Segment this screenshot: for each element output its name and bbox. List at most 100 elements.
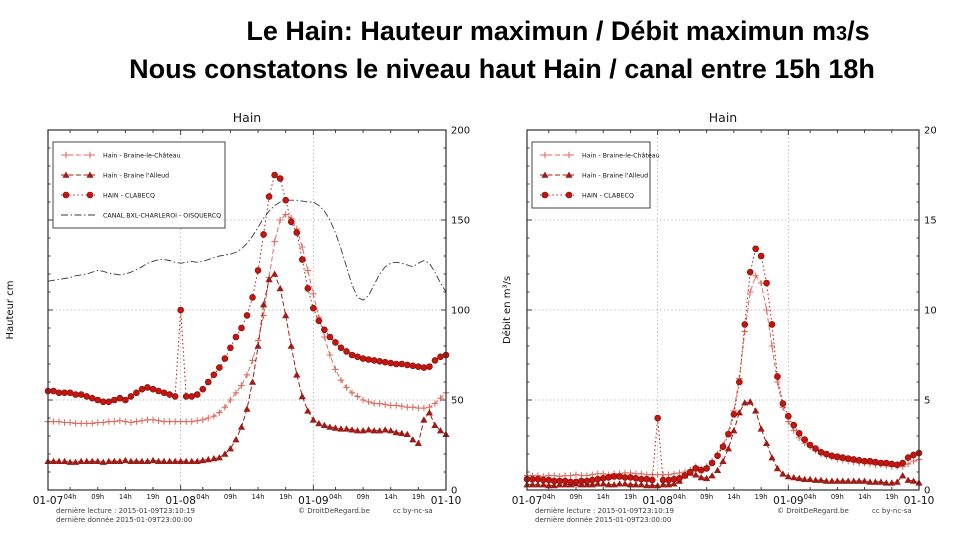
circle-marker <box>260 231 267 238</box>
plus-marker <box>105 418 113 425</box>
triangle-marker <box>909 477 918 484</box>
triangle-marker <box>215 454 223 461</box>
plus-marker <box>276 216 284 224</box>
triangle-marker <box>565 171 573 178</box>
circle-marker <box>578 477 585 485</box>
plus-marker <box>171 418 179 425</box>
triangle-marker <box>188 457 196 464</box>
triangle-marker <box>866 478 874 485</box>
circle-marker <box>779 400 787 407</box>
triangle-marker <box>370 427 378 434</box>
plus-marker <box>260 312 267 319</box>
legend-entry-braine-l-alleud: Hain - Braine l'Alleud <box>61 171 169 180</box>
triangle-marker <box>105 457 113 464</box>
triangle-marker <box>398 429 406 437</box>
circle-marker <box>404 361 411 369</box>
circle-marker <box>872 458 879 466</box>
circle-marker <box>348 351 356 359</box>
circle-marker <box>426 363 433 371</box>
triangle-marker <box>822 477 831 484</box>
legend-label: HAIN - CLABECQ <box>582 193 634 200</box>
circle-marker <box>271 171 278 179</box>
circle-marker <box>310 304 317 312</box>
triangle-marker <box>621 480 629 487</box>
circle-marker <box>861 457 868 465</box>
x-tick-label-hour: 09h <box>357 493 370 501</box>
circle-marker <box>877 459 885 467</box>
triangle-marker <box>94 457 102 464</box>
triangle-marker <box>888 479 896 486</box>
triangle-marker <box>779 470 787 477</box>
triangle-marker <box>730 427 738 434</box>
circle-marker <box>243 312 251 319</box>
circle-marker <box>77 391 85 398</box>
x-tick-label-hour: 19h <box>885 493 898 501</box>
triangle-marker <box>326 423 334 430</box>
x-tick-label-day: 01-08 <box>642 495 673 507</box>
plus-marker <box>741 328 748 335</box>
plus-marker <box>437 395 444 402</box>
x-tick-label-hour: 04h <box>542 493 555 501</box>
triangle-marker <box>899 472 907 479</box>
footer-copyright: © DroitDeRegard.be <box>777 507 849 515</box>
circle-marker <box>232 333 240 341</box>
circle-marker <box>359 355 367 362</box>
series-canal <box>47 199 447 301</box>
circle-marker <box>50 387 57 395</box>
circle-marker <box>692 465 700 472</box>
circle-marker <box>321 326 328 334</box>
triangle-marker <box>610 481 618 488</box>
triangle-marker <box>143 457 152 464</box>
triangle-marker <box>387 427 395 434</box>
triangle-marker <box>877 478 885 485</box>
plus-marker <box>149 416 157 423</box>
circle-marker <box>529 475 536 483</box>
triangle-marker <box>659 481 667 488</box>
triangle-marker <box>77 457 85 464</box>
plus-marker <box>55 418 63 425</box>
triangle-marker <box>132 457 141 464</box>
circle-marker <box>86 191 94 199</box>
triangle-marker <box>664 481 673 488</box>
triangle-marker <box>127 457 135 464</box>
footer-last-reading: dernière lecture : 2015-01-09T23:10:19 <box>56 507 195 515</box>
triangle-marker <box>850 477 858 484</box>
plus-marker <box>62 151 70 159</box>
triangle-marker <box>293 371 301 378</box>
triangle-marker <box>210 455 218 462</box>
triangle-marker <box>719 457 727 464</box>
circle-marker <box>670 475 678 483</box>
plus-marker <box>763 306 770 314</box>
y-tick-label: 5 <box>924 396 930 407</box>
circle-marker <box>834 453 841 461</box>
plus-marker <box>381 401 389 408</box>
legend-box <box>52 141 226 229</box>
triangle-marker <box>138 457 146 464</box>
triangle-marker <box>615 480 624 487</box>
plus-marker <box>757 279 765 287</box>
series-clabecq <box>523 245 923 486</box>
triangle-marker <box>855 477 863 484</box>
triangle-marker <box>121 456 129 464</box>
circle-marker <box>785 412 792 420</box>
plus-marker <box>116 417 124 424</box>
plus-marker <box>370 400 378 407</box>
legend-label: HAIN - CLABECQ <box>103 193 155 200</box>
circle-marker <box>659 476 667 484</box>
circle-marker <box>839 454 847 461</box>
headline-line1: Le Hain: Hauteur maximun / Débit maximun… <box>78 14 960 52</box>
circle-marker <box>61 389 68 397</box>
circle-marker <box>589 476 596 484</box>
plus-marker <box>572 471 580 478</box>
y-tick-label: 0 <box>451 486 457 497</box>
series-line-braine-le-chateau <box>48 213 447 424</box>
y-tick-label: 200 <box>451 126 470 137</box>
circle-marker <box>415 363 422 371</box>
triangle-marker <box>221 450 229 457</box>
circle-marker <box>55 389 63 397</box>
circle-marker <box>387 359 395 367</box>
triangle-marker <box>337 425 345 432</box>
plus-marker <box>365 398 372 405</box>
plus-marker <box>77 420 85 427</box>
